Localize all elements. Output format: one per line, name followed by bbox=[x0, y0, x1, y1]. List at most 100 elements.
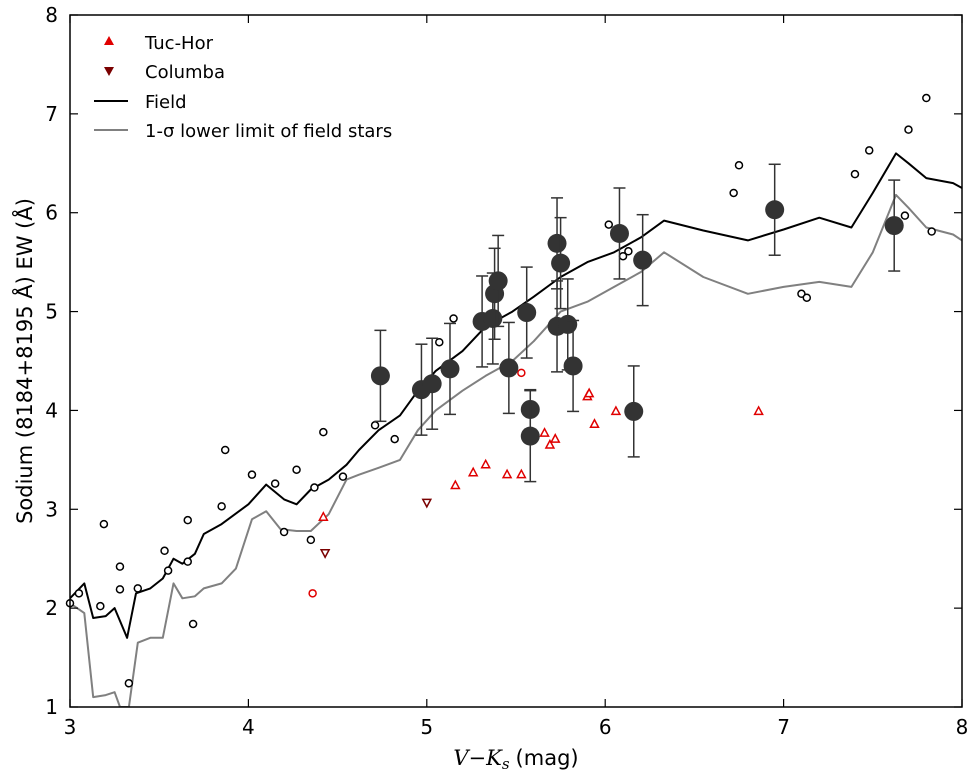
field-star-point bbox=[729, 188, 738, 198]
x-tick-label: 4 bbox=[242, 715, 255, 739]
field-star-point bbox=[624, 247, 633, 256]
tuc-hor-point bbox=[753, 405, 764, 416]
measured-point bbox=[370, 366, 390, 386]
measured-point bbox=[624, 401, 644, 421]
tuc-hor-point bbox=[610, 405, 622, 416]
field-star-point bbox=[96, 601, 105, 611]
measured-point bbox=[551, 253, 571, 273]
legend-label-tuc-hor: Tuc-Hor bbox=[144, 33, 214, 54]
measured-point bbox=[633, 250, 653, 270]
field-star-point bbox=[390, 434, 399, 444]
measured-point bbox=[483, 308, 503, 328]
field-star-point bbox=[74, 589, 84, 598]
x-axis-label-unit: (mag) bbox=[516, 746, 579, 770]
legend-label-field: Field bbox=[145, 92, 187, 113]
field-star-point bbox=[183, 557, 192, 566]
columba-point bbox=[319, 549, 331, 559]
field-star-point bbox=[850, 169, 860, 179]
plot-background bbox=[70, 15, 962, 707]
legend-label-lower-limit: 1-σ lower limit of field stars bbox=[145, 121, 392, 142]
field-star-point bbox=[115, 585, 125, 594]
x-tick-label: 3 bbox=[64, 715, 77, 739]
measured-point bbox=[558, 314, 578, 334]
field-star-point bbox=[734, 161, 744, 170]
legend: Tuc-Hor Columba Field 1-σ lower limit of… bbox=[94, 33, 392, 142]
field-star-point bbox=[900, 211, 910, 220]
field-star-point bbox=[306, 535, 316, 545]
field-star-point bbox=[319, 427, 328, 437]
field-star-point bbox=[927, 227, 936, 236]
y-tick-label: 5 bbox=[45, 300, 58, 324]
x-tick-label: 7 bbox=[777, 715, 790, 739]
field-star-point bbox=[270, 479, 280, 488]
field-line bbox=[70, 152, 962, 639]
field-star-point bbox=[160, 546, 169, 556]
y-tick-label: 6 bbox=[45, 201, 58, 225]
tuc-hor-point bbox=[516, 468, 527, 479]
x-tick-label: 6 bbox=[599, 715, 612, 739]
legend-marker-columba bbox=[104, 67, 114, 76]
y-tick-label: 3 bbox=[45, 497, 58, 521]
x-axis-label-subscript: s bbox=[502, 755, 510, 773]
ticks-layer: 3 4 5 6 7 8 1 2 3 4 5 6 7 8 bbox=[45, 3, 968, 739]
tuc-hor-point bbox=[539, 427, 550, 437]
field-star-point bbox=[449, 314, 458, 323]
field-star-point bbox=[338, 472, 348, 481]
y-axis-label: Sodium (8184+8195 Å) EW (Å) bbox=[11, 198, 37, 524]
y-tick-label: 2 bbox=[45, 596, 58, 620]
field-star-point bbox=[864, 146, 874, 155]
y-tick-label: 8 bbox=[45, 3, 58, 27]
field-star-point bbox=[292, 465, 301, 474]
field-star-point bbox=[604, 220, 614, 229]
measured-point bbox=[884, 216, 904, 236]
tuc-hor-point bbox=[450, 479, 461, 490]
lines-layer bbox=[70, 152, 962, 707]
measured-point bbox=[440, 359, 460, 379]
y-tick-label: 7 bbox=[45, 102, 58, 126]
legend-label-columba: Columba bbox=[145, 62, 225, 83]
field-star-point bbox=[133, 584, 143, 593]
field-star-point bbox=[163, 566, 173, 575]
field-star-point bbox=[99, 519, 109, 529]
measured-point bbox=[520, 426, 540, 446]
measured-point bbox=[499, 358, 519, 378]
field-star-point bbox=[124, 679, 134, 688]
x-axis-label: V−K bbox=[453, 746, 503, 770]
measured-point bbox=[422, 374, 442, 394]
field-star-point bbox=[279, 527, 289, 537]
field-star-point bbox=[802, 293, 812, 302]
tuc-hor-point bbox=[467, 466, 479, 477]
measured-point bbox=[547, 233, 567, 253]
field-star-point bbox=[188, 619, 198, 629]
field-star-point bbox=[220, 445, 230, 455]
measured-point bbox=[488, 271, 508, 291]
columba-point bbox=[421, 498, 433, 509]
field-star-point bbox=[217, 502, 226, 511]
field-star-point bbox=[247, 470, 257, 479]
tuc-hor-point bbox=[583, 387, 595, 398]
x-tick-label: 8 bbox=[956, 715, 969, 739]
tuc-hor-point bbox=[501, 468, 513, 479]
points-layer bbox=[65, 93, 936, 688]
tuc-hor-point bbox=[318, 511, 329, 521]
svg-text:V−Ks(mag): V−Ks (mag) bbox=[453, 746, 578, 773]
field-star-point bbox=[904, 125, 913, 134]
measured-point bbox=[765, 200, 785, 220]
tuc-hor-point bbox=[549, 433, 561, 443]
plot-frame bbox=[69, 14, 963, 708]
tuc-hor-point bbox=[589, 418, 600, 429]
y-tick-label: 4 bbox=[45, 398, 58, 422]
field-star-point bbox=[310, 483, 319, 492]
legend-marker-tuc-hor bbox=[104, 36, 114, 45]
y-tick-label: 1 bbox=[45, 695, 58, 719]
measured-point bbox=[609, 223, 629, 243]
measured-point bbox=[517, 303, 537, 323]
lower-limit-line bbox=[70, 193, 962, 707]
field-star-point bbox=[115, 562, 125, 571]
field-star-point bbox=[370, 421, 380, 430]
measured-point bbox=[563, 356, 583, 376]
tuc-hor-point bbox=[480, 458, 491, 469]
red-open-point bbox=[517, 368, 526, 378]
field-star-point bbox=[435, 337, 444, 347]
